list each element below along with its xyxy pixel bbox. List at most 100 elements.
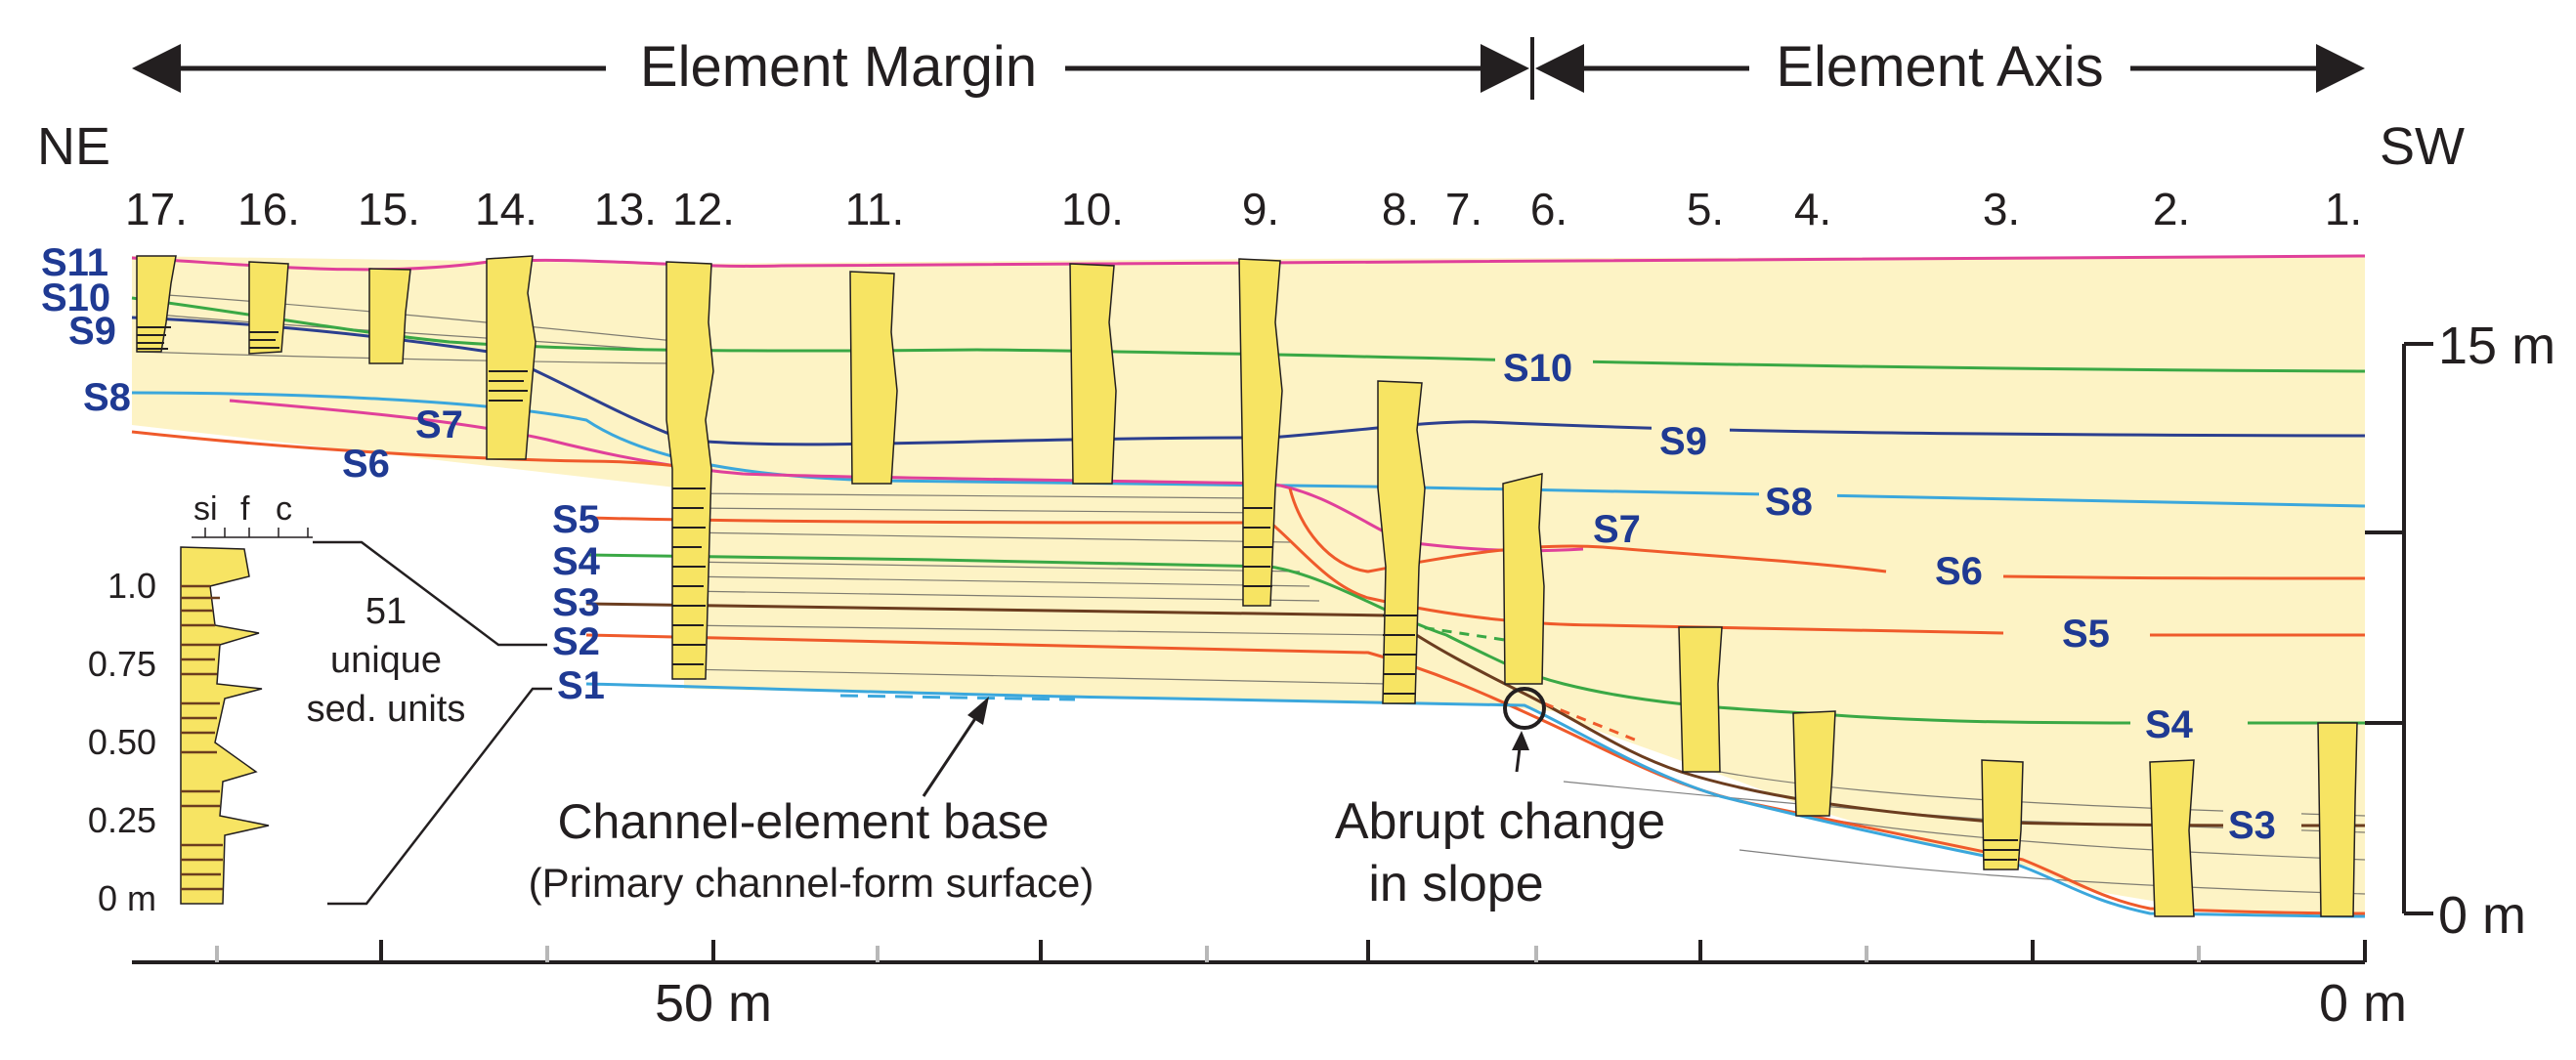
surface-label-s3: S3 (552, 581, 600, 624)
surface-label-s9-right: S9 (1659, 420, 1707, 463)
margin-right-arrowhead-icon (1481, 44, 1529, 93)
column-12 (665, 261, 714, 680)
surface-label-s5: S5 (552, 498, 600, 541)
section-numbers: 17. 16. 15. 14. 13. 12. 11. 10. 9. 8. 7.… (125, 184, 2362, 234)
section-7: 7. (1445, 184, 1482, 234)
section-2: 2. (2153, 184, 2190, 234)
element-axis-label: Element Axis (1776, 35, 2103, 99)
surface-label-s8-right: S8 (1765, 481, 1813, 524)
surface-line-s5 (585, 516, 2365, 637)
vertical-scale-top: 15 m (2438, 317, 2555, 375)
vertical-scale-bottom: 0 m (2438, 886, 2526, 945)
horizontal-scale-bar (132, 940, 2367, 964)
column-16 (248, 261, 289, 355)
surface-label-s7-right: S7 (1593, 508, 1641, 551)
slope-change-line1: Abrupt change (1335, 793, 1665, 850)
surface-line-s9 (131, 316, 2366, 446)
legend-connector-top (313, 540, 547, 647)
surface-line-s1 (585, 682, 2366, 918)
legend-grain-si: si (193, 490, 218, 528)
surface-label-s10: S10 (41, 276, 110, 319)
column-10 (1069, 263, 1117, 485)
section-11: 11. (845, 184, 905, 234)
surface-label-s11: S11 (41, 241, 108, 284)
column-14 (486, 255, 537, 460)
column-6 (1502, 473, 1545, 685)
channel-base-annotation: Channel-element base (Primary channel-fo… (529, 697, 1095, 906)
legend-note-line2: unique (330, 640, 442, 681)
column-8 (1377, 380, 1426, 704)
section-4: 4. (1794, 184, 1831, 234)
legend-y-0-50: 0.50 (88, 722, 156, 762)
surface-label-s3-right: S3 (2228, 804, 2276, 847)
surface-label-s8: S8 (83, 376, 131, 419)
column-5 (1678, 626, 1723, 773)
section-15: 15. (358, 184, 420, 234)
legend-grain-c: c (276, 490, 292, 528)
column-15 (368, 268, 411, 364)
surface-label-s7: S7 (415, 403, 463, 446)
legend-y-0: 0 m (98, 878, 156, 918)
vertical-scale-bar (2365, 342, 2433, 915)
section-14: 14. (475, 184, 537, 234)
section-6: 6. (1530, 184, 1567, 234)
legend-y-1-0: 1.0 (107, 566, 156, 606)
element-margin-label: Element Margin (640, 35, 1037, 99)
surface-label-s9: S9 (68, 310, 116, 353)
surface-label-s4-right: S4 (2145, 703, 2194, 746)
section-16: 16. (237, 184, 300, 234)
s1-dashed-extension (839, 694, 1076, 701)
legend-connector-bottom (327, 687, 552, 906)
slope-change-arrow-icon (1512, 731, 1529, 750)
surface-labels-left: S11 S10 S9 S8 S7 S6 S5 S4 S3 S2 S1 (41, 241, 605, 707)
surface-line-s3 (585, 602, 2366, 827)
slope-change-circle (1503, 687, 1546, 730)
left-arrowhead-icon (132, 44, 181, 93)
section-13: 13. (594, 184, 657, 234)
horizontal-scale-minor-ticks (215, 946, 2201, 962)
legend-y-0-25: 0.25 (88, 800, 156, 840)
surface-label-s1: S1 (557, 664, 605, 707)
measured-section-columns (136, 255, 2358, 917)
thin-bed-hatching (137, 326, 2019, 861)
legend-grain-f: f (240, 490, 250, 528)
surface-label-s10-right: S10 (1503, 347, 1572, 390)
section-10: 10. (1061, 184, 1124, 234)
column-11 (849, 271, 898, 485)
section-9: 9. (1242, 184, 1279, 234)
channel-base-subtitle: (Primary channel-form surface) (529, 860, 1095, 906)
channel-base-title: Channel-element base (557, 794, 1049, 849)
right-arrowhead-icon (2316, 44, 2365, 93)
section-8: 8. (1382, 184, 1419, 234)
direction-sw: SW (2380, 117, 2465, 176)
legend-note-line1: 51 (365, 591, 407, 632)
section-17: 17. (125, 184, 188, 234)
header-arrows: Element Margin Element Axis (132, 35, 2365, 100)
horizontal-scale-50m: 50 m (655, 974, 772, 1033)
section-5: 5. (1687, 184, 1724, 234)
axis-left-arrowhead-icon (1535, 44, 1584, 93)
slope-change-line2: in slope (1368, 856, 1543, 912)
horizontal-scale-0m: 0 m (2319, 974, 2407, 1033)
column-3 (1981, 759, 2024, 870)
column-2 (2149, 759, 2195, 917)
surface-label-s2: S2 (552, 620, 600, 663)
direction-ne: NE (37, 117, 110, 176)
legend-inset: si f c 1.0 0.75 (88, 490, 552, 918)
slope-change-annotation: Abrupt change in slope (1335, 687, 1665, 912)
surface-labels-right: S10 S9 S8 S7 S6 S5 S4 S3 (1495, 344, 2301, 851)
surface-label-s4: S4 (552, 540, 601, 583)
surface-label-s6: S6 (342, 443, 390, 486)
surface-label-s5-right: S5 (2062, 613, 2110, 656)
section-12: 12. (672, 184, 735, 234)
section-3: 3. (1983, 184, 2020, 234)
surface-label-s6-right: S6 (1935, 550, 1983, 593)
column-1 (2317, 722, 2358, 917)
legend-column (180, 546, 270, 905)
column-4 (1792, 710, 1836, 817)
channel-base-arrow-icon (967, 697, 989, 725)
legend-y-0-75: 0.75 (88, 644, 156, 684)
legend-note-line3: sed. units (307, 689, 466, 730)
section-1: 1. (2325, 184, 2362, 234)
